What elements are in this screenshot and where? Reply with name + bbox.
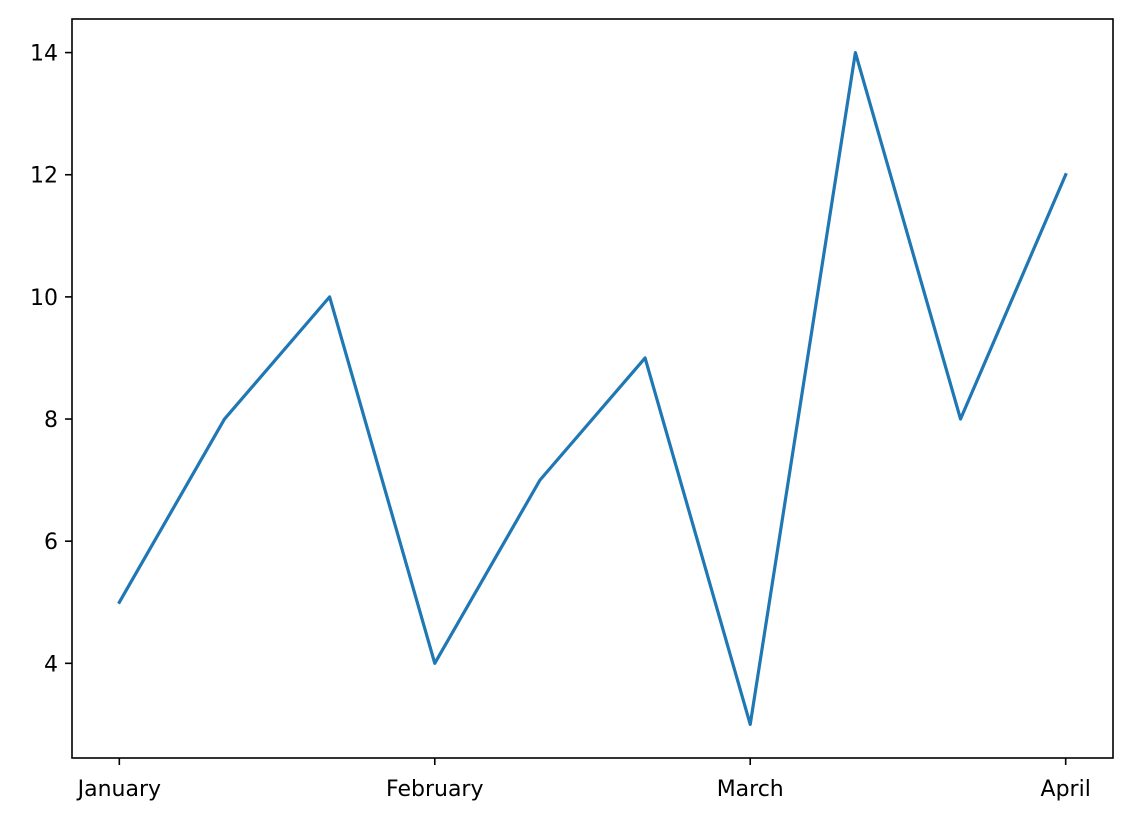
x-tick-label: January (76, 777, 161, 802)
series-line (117, 50, 1068, 727)
y-tick-label: 6 (44, 530, 58, 555)
plot-frame (71, 18, 1114, 759)
y-tick-label: 8 (44, 408, 58, 433)
y-tick-label: 4 (44, 652, 58, 677)
x-tick-label: March (717, 777, 784, 802)
y-axis-ticks: 4 6 8 10 12 14 (30, 42, 72, 677)
x-tick-label: February (386, 777, 484, 802)
y-tick-label: 12 (30, 164, 58, 189)
y-tick-label: 10 (30, 286, 58, 311)
x-tick-label: April (1041, 777, 1091, 802)
series-layer (117, 50, 1068, 727)
y-tick-label: 14 (30, 42, 58, 67)
x-axis-ticks: January February March April (76, 758, 1091, 802)
